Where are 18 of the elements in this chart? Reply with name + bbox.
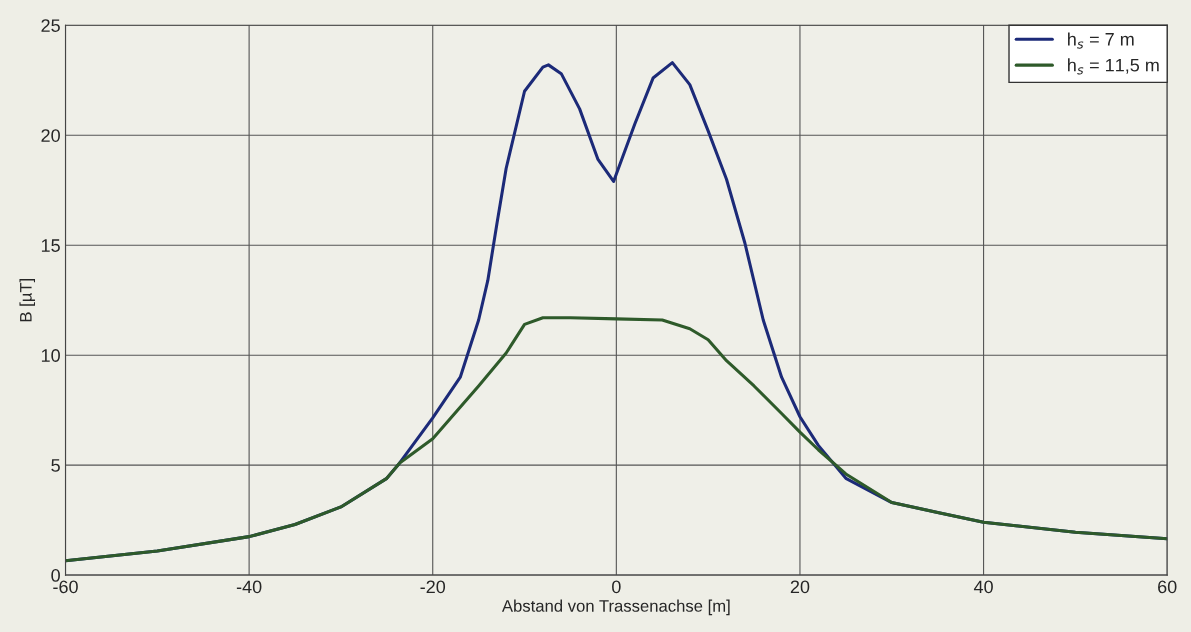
x-axis-title: Abstand von Trassenachse [m]: [501, 599, 730, 616]
legend-label: h$_{s}$ = 7 m: [1068, 32, 1134, 49]
y-tick-label: 10: [41, 349, 60, 362]
x-tick-label: 20: [790, 580, 810, 594]
y-tick-label: 15: [41, 239, 60, 252]
x-tick-label: 40: [973, 580, 993, 594]
y-axis-title: B [µT]: [19, 278, 36, 322]
y-tick-label: 25: [41, 19, 60, 32]
x-tick-label: -60: [53, 580, 78, 594]
x-tick-label: -20: [420, 580, 446, 594]
x-tick-label: 60: [1158, 580, 1177, 594]
y-tick-label: 5: [51, 459, 60, 472]
y-tick-label: 20: [41, 129, 60, 142]
x-tick-label: -40: [236, 580, 262, 594]
x-tick-label: 0: [612, 580, 621, 594]
y-tick-label: 0: [51, 569, 60, 582]
line-series: [65, 316, 1168, 563]
legend-label: h$_{s}$ = 11,5 m: [1068, 58, 1159, 75]
